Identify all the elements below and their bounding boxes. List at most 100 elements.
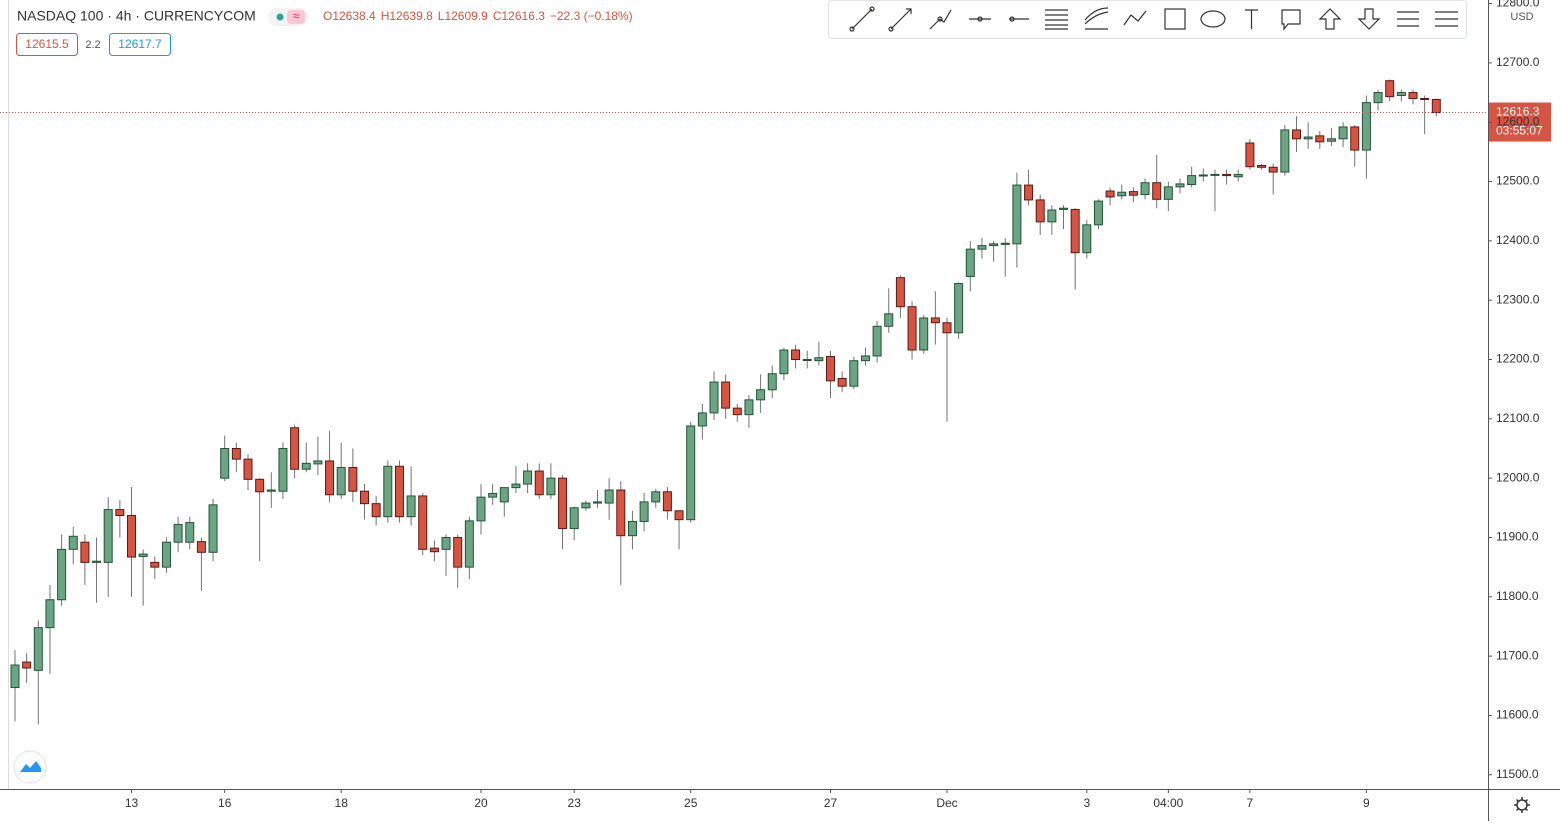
candle-body <box>138 553 148 557</box>
candle-body <box>360 490 369 505</box>
candle-body <box>185 522 195 543</box>
bid-box[interactable] <box>16 33 78 56</box>
candle-body <box>1024 184 1034 201</box>
bid-price: 12615.5 <box>25 37 69 51</box>
candle-body <box>558 477 568 530</box>
candle-body <box>767 373 777 391</box>
tool-icons[interactable] <box>849 6 1458 32</box>
candle-body <box>802 358 812 361</box>
candle-body <box>1420 97 1430 100</box>
candle-body <box>278 447 288 492</box>
candle-body <box>476 496 486 522</box>
candle-body <box>1245 142 1255 168</box>
candle-body <box>756 389 766 401</box>
candle-body <box>348 466 358 492</box>
y-tick-label: 12300.0 <box>1496 292 1540 306</box>
candle-body <box>406 495 416 518</box>
y-tick-label: 12000.0 <box>1496 470 1540 484</box>
candle-body <box>814 357 824 362</box>
candle-body <box>371 503 381 518</box>
drawing-toolbar <box>828 0 1467 39</box>
candle-body <box>977 245 987 250</box>
x-tick-label: 18 <box>335 796 349 810</box>
delayed-icon <box>287 10 305 24</box>
ohlc-value: C12616.3 <box>493 9 545 23</box>
toolbar-bg <box>828 0 1467 39</box>
candle-body <box>837 377 847 387</box>
x-tick-label: 16 <box>218 796 232 810</box>
price-tag-value: 12616.3 <box>1496 105 1540 119</box>
candle-body <box>1350 126 1360 151</box>
candle-body <box>45 599 55 629</box>
candle-body <box>1385 80 1395 98</box>
candle-body <box>1303 136 1313 140</box>
candle-body <box>220 447 230 479</box>
candle-body <box>418 495 428 550</box>
y-tick-label: 11700.0 <box>1496 648 1539 662</box>
candle-body <box>499 487 509 503</box>
candle-body <box>441 536 451 550</box>
candle-body <box>744 399 754 416</box>
candle-body <box>895 277 905 308</box>
candle-body <box>884 313 894 327</box>
candle-body <box>860 355 870 362</box>
x-tick-label: 25 <box>684 796 698 810</box>
y-tick-label: 12500.0 <box>1496 174 1540 188</box>
x-tick-label: 27 <box>824 796 838 810</box>
candle-body <box>674 510 684 521</box>
ohlc-value: O12638.4 <box>323 9 376 23</box>
candle-body <box>1175 183 1185 188</box>
candle-body <box>1047 209 1057 223</box>
spread: 2.2 <box>85 39 100 51</box>
candle-body <box>115 509 125 517</box>
candle-body <box>22 661 32 669</box>
candle-body <box>1105 190 1115 198</box>
currency-label[interactable]: USD <box>1510 11 1533 23</box>
y-tick-label: 12700.0 <box>1496 55 1540 69</box>
x-tick-label: 7 <box>1247 796 1254 810</box>
settings-button[interactable] <box>1514 797 1530 813</box>
candle-body <box>464 520 474 568</box>
candle-body <box>243 458 253 480</box>
candle-body <box>1000 242 1010 245</box>
logo-button[interactable] <box>13 750 47 784</box>
candle-body <box>173 523 183 543</box>
candle-body <box>989 243 999 247</box>
price-tag-bg <box>1489 102 1551 142</box>
candle-body <box>255 478 265 493</box>
plot-area <box>0 79 1488 725</box>
candle-body <box>290 427 300 470</box>
candle-body <box>942 322 952 334</box>
candle-body <box>1396 92 1406 97</box>
candle-body <box>1012 184 1022 245</box>
candle-body <box>639 501 649 522</box>
candle-body <box>1070 208 1080 254</box>
candle-body <box>127 515 136 558</box>
candle-body <box>488 493 498 498</box>
ask-box[interactable] <box>109 33 171 56</box>
candle-body <box>604 489 614 504</box>
candle-body <box>57 548 67 601</box>
candle-body <box>1140 182 1150 196</box>
candle-body <box>511 483 521 489</box>
candle-body <box>1163 186 1173 200</box>
candle-body <box>593 501 602 504</box>
y-tick-label: 12400.0 <box>1496 233 1540 247</box>
candle-body <box>919 317 929 351</box>
candle-body <box>1210 173 1220 176</box>
candle-body <box>569 507 579 530</box>
y-tick-label: 11600.0 <box>1496 708 1539 722</box>
candle-body <box>383 465 393 518</box>
candle-body <box>732 407 742 416</box>
candle-body <box>523 470 533 485</box>
candle-body <box>1326 138 1336 142</box>
candle-body <box>954 283 964 334</box>
symbol-title[interactable]: NASDAQ 100 · 4h · CURRENCYCOM <box>17 8 256 24</box>
candle-body <box>266 489 276 492</box>
candle-body <box>80 541 90 563</box>
candle-body <box>1059 207 1068 210</box>
candle-body <box>965 248 975 277</box>
candle-body <box>1280 129 1290 173</box>
